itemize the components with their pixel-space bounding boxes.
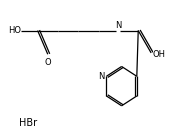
Text: HBr: HBr	[19, 118, 37, 128]
Text: HO: HO	[8, 26, 21, 35]
Text: OH: OH	[153, 50, 166, 59]
Text: O: O	[44, 58, 51, 67]
Text: N: N	[115, 21, 121, 30]
Text: N: N	[99, 72, 105, 81]
